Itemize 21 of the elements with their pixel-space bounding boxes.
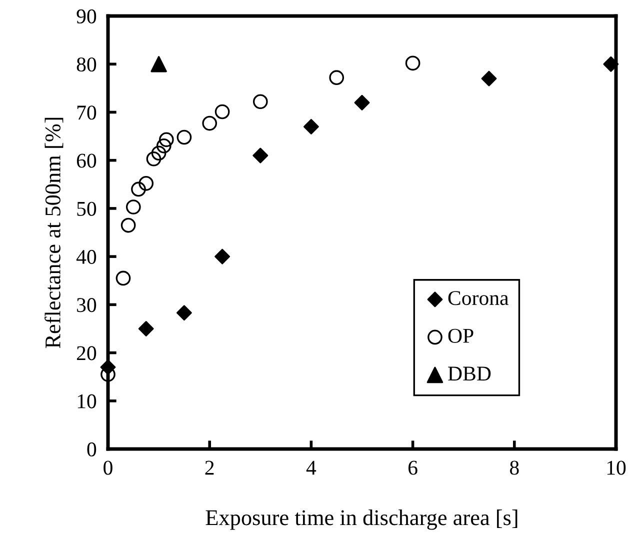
y-tick-label: 80 [76, 57, 96, 72]
x-tick-label: 6 [408, 460, 418, 475]
y-tick-label: 10 [78, 394, 96, 408]
legend-label: DBD [448, 366, 491, 380]
x-tick-label: 8 [510, 460, 519, 475]
x-tick-label: 0 [104, 460, 112, 475]
x-tick-label: 4 [306, 460, 316, 475]
y-tick-label: 0 [87, 442, 96, 456]
x-tick-label: 2 [205, 460, 214, 475]
y-tick-label: 50 [77, 202, 96, 216]
y-tick-label: 90 [76, 9, 96, 24]
y-tick-label: 60 [76, 154, 96, 168]
y-tick-label: 30 [77, 298, 96, 312]
legend-label: Corona [448, 291, 509, 306]
y-axis-title: Reflectance at 500nm [%] [44, 118, 64, 348]
legend-label: OP [448, 328, 474, 343]
y-tick-label: 20 [76, 346, 96, 360]
x-tick-label: 10 [607, 460, 626, 475]
y-tick-label: 70 [77, 106, 96, 120]
x-axis-title: Exposure time in discharge area [s] [206, 510, 518, 530]
y-tick-label: 40 [76, 250, 96, 264]
